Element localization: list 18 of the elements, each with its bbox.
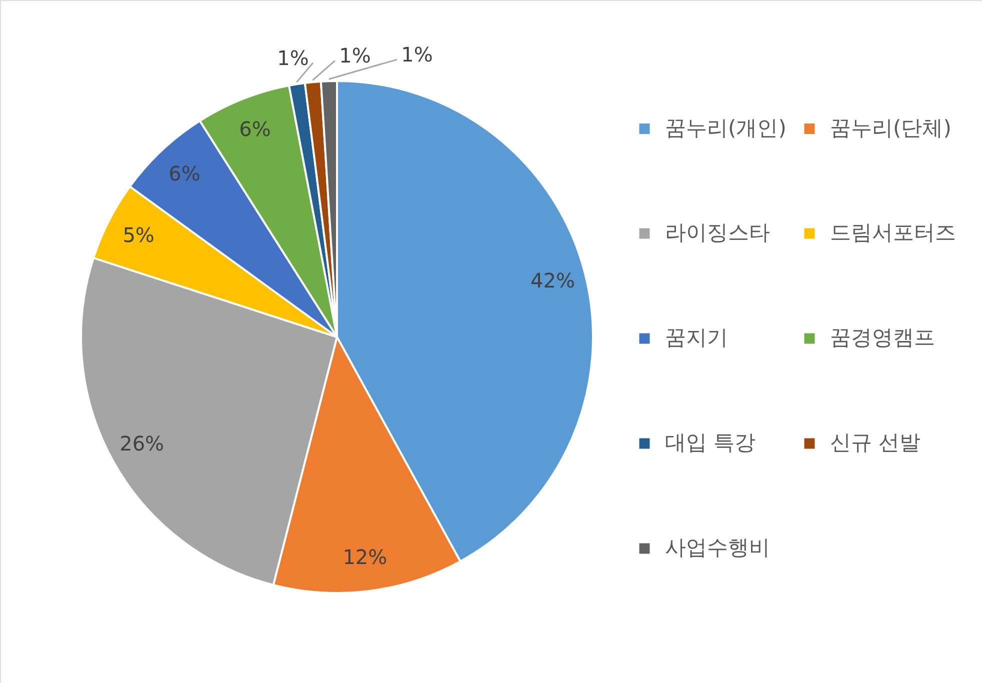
data-label: 26% [120,431,164,456]
legend-label: 꿈지기 [665,326,728,350]
data-label: 6% [239,116,271,141]
data-label: 12% [342,544,388,569]
data-label: 6% [168,162,200,186]
data-label: 1% [401,42,433,67]
data-label: 5% [122,222,154,247]
legend-label: 꿈경영캠프 [830,326,935,350]
legend-label: 신규 선발 [830,430,921,454]
data-label: 1% [277,46,309,70]
data-label: 42% [530,268,575,293]
legend-label: 사업수행비 [665,536,770,560]
legend-label: 꿈누리(개인) [665,116,786,140]
legend-label: 라이징스타 [665,220,770,244]
legend-label: 대입 특강 [665,430,756,454]
legend-label: 드림서포터즈 [830,220,956,244]
data-label: 1% [339,44,371,68]
legend-label: 꿈누리(단체) [830,116,952,140]
